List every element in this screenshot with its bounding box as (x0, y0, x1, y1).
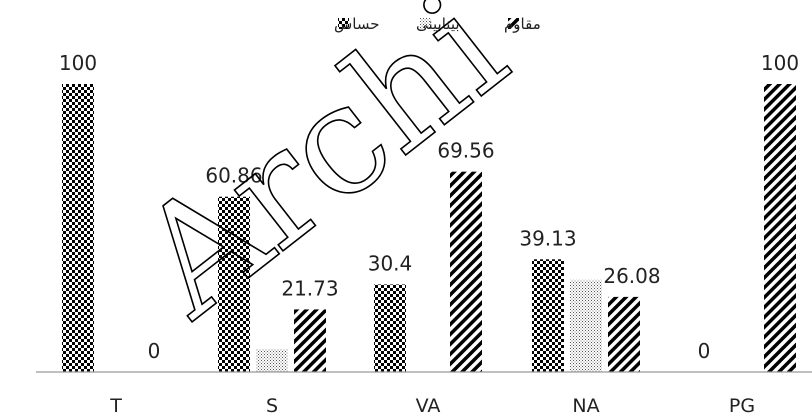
legend-swatch-checker (338, 18, 349, 29)
data-label-na: 26.08 (603, 264, 660, 288)
bar-na-series-0 (532, 259, 564, 372)
legend-swatch-diagonal (508, 18, 519, 29)
data-label-va: 30.4 (368, 251, 413, 275)
legend: مقاوم بینابینی حساس (334, 15, 541, 33)
bars-layer (62, 84, 796, 372)
legend-label-checker: حساس (334, 15, 380, 33)
data-label-t: 100 (59, 51, 97, 75)
data-labels-layer: 100 0 60.86 21.73 30.4 69.56 39.13 26.08 0 100 (59, 51, 799, 363)
data-label-s: 21.73 (281, 276, 338, 300)
x-tick-label-pg: PG (729, 395, 755, 417)
legend-label-diagonal: مقاوم (504, 15, 541, 33)
bar-na-series-1 (570, 279, 602, 372)
legend-label-dots: بینابینی (416, 15, 460, 33)
data-label-na: 39.13 (519, 226, 576, 250)
bar-va-series-2 (450, 171, 482, 372)
x-tick-label-va: VA (416, 395, 441, 417)
data-label-pg: 0 (698, 339, 711, 363)
bar-s-series-2 (294, 309, 326, 372)
data-label-s: 60.86 (205, 164, 262, 188)
x-tick-label-s: S (266, 395, 278, 417)
x-tick-label-na: NA (572, 395, 599, 417)
bar-na-series-2 (608, 296, 640, 372)
bar-s-series-0 (218, 196, 250, 372)
data-label-va: 69.56 (437, 139, 494, 163)
data-label-pg: 100 (761, 51, 799, 75)
x-tick-labels: T S VA NA PG (109, 395, 755, 417)
bar-pg-series-2 (764, 84, 796, 372)
bar-va-series-0 (374, 284, 406, 372)
data-label-t: 0 (148, 339, 161, 363)
bar-t-series-0 (62, 84, 94, 372)
bar-s-series-1 (256, 348, 288, 372)
x-tick-label-t: T (109, 395, 122, 417)
legend-swatch-dots (420, 18, 431, 29)
